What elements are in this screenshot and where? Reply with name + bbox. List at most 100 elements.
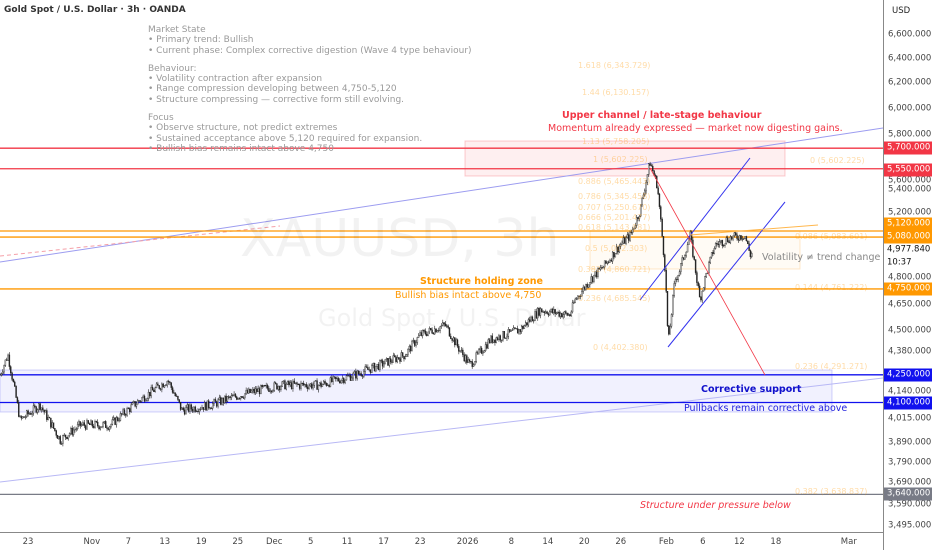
candle bbox=[725, 237, 728, 245]
candle bbox=[122, 409, 124, 415]
candle bbox=[448, 327, 451, 337]
candle bbox=[305, 384, 308, 388]
candle bbox=[502, 331, 504, 341]
candle bbox=[602, 266, 604, 269]
candle bbox=[14, 381, 16, 387]
candle bbox=[224, 395, 226, 404]
candle bbox=[539, 308, 542, 316]
candle bbox=[490, 335, 492, 344]
candle bbox=[458, 346, 460, 352]
lower-trendline bbox=[0, 377, 883, 483]
candle bbox=[523, 325, 526, 329]
candle bbox=[573, 302, 575, 304]
candle bbox=[177, 395, 179, 400]
analysis-notes: Market State • Primary trend: Bullish • … bbox=[148, 25, 472, 154]
candle bbox=[78, 421, 80, 425]
candle bbox=[16, 397, 19, 403]
candle bbox=[42, 407, 44, 411]
candle bbox=[504, 337, 507, 339]
price-axis[interactable]: USD 6,600.000 6,400.000 6,200.000 6,000.000… bbox=[883, 0, 932, 550]
x-tick-label: 23 bbox=[414, 537, 426, 547]
candle bbox=[142, 395, 144, 399]
candle bbox=[740, 235, 742, 240]
candle bbox=[273, 382, 275, 391]
candle bbox=[610, 259, 613, 262]
candle bbox=[222, 398, 225, 404]
candle bbox=[415, 342, 417, 346]
candle bbox=[554, 309, 556, 315]
currency-label[interactable]: USD bbox=[892, 6, 911, 16]
candle bbox=[661, 218, 663, 237]
candle bbox=[294, 382, 297, 384]
candle bbox=[130, 404, 132, 412]
candle bbox=[658, 193, 661, 207]
candle bbox=[123, 409, 126, 415]
candle bbox=[597, 267, 599, 277]
candle bbox=[193, 406, 195, 412]
price-chart[interactable] bbox=[0, 0, 883, 532]
pressure-note: Structure under pressure below bbox=[640, 500, 791, 511]
candle bbox=[26, 410, 28, 418]
candle bbox=[66, 437, 68, 440]
x-tick-label: 13 bbox=[159, 537, 171, 547]
candle bbox=[498, 335, 500, 341]
candle bbox=[185, 407, 187, 415]
candle bbox=[700, 296, 702, 301]
y-tick-label: 4,015.000 bbox=[888, 413, 932, 424]
candle bbox=[478, 349, 480, 354]
candle bbox=[601, 267, 603, 269]
candle bbox=[220, 397, 222, 405]
candle bbox=[72, 429, 75, 435]
candle bbox=[684, 255, 686, 260]
candle bbox=[246, 390, 249, 394]
candle bbox=[464, 355, 467, 362]
candle bbox=[158, 385, 160, 389]
candle bbox=[182, 407, 184, 411]
candle bbox=[3, 365, 5, 373]
candle bbox=[724, 243, 726, 246]
candle bbox=[90, 420, 92, 426]
candle bbox=[642, 194, 645, 199]
candle bbox=[693, 256, 695, 260]
candle bbox=[202, 407, 205, 410]
candle bbox=[729, 236, 732, 244]
candle bbox=[333, 376, 336, 378]
candle bbox=[587, 284, 590, 288]
candle bbox=[625, 237, 627, 244]
channel-upper-line bbox=[639, 157, 751, 301]
candle bbox=[595, 271, 598, 277]
candle bbox=[369, 369, 372, 373]
candle bbox=[381, 360, 384, 367]
candle bbox=[607, 261, 610, 263]
x-tick-label: 20 bbox=[578, 537, 590, 547]
candle bbox=[50, 417, 52, 428]
candle bbox=[712, 252, 714, 254]
candle bbox=[440, 325, 443, 327]
time-axis[interactable]: 23 Nov 7 13 19 25 Dec 5 11 17 23 2026 8 14 20 26 Feb 6 12 1… bbox=[0, 532, 883, 550]
candle bbox=[686, 244, 689, 253]
candle bbox=[409, 346, 412, 352]
candle bbox=[151, 387, 154, 391]
candle bbox=[30, 413, 32, 415]
candle bbox=[646, 174, 649, 183]
candle bbox=[503, 331, 506, 339]
candle bbox=[115, 417, 118, 425]
candle bbox=[736, 234, 738, 239]
note-heading: Focus bbox=[148, 113, 174, 124]
candle bbox=[614, 253, 617, 258]
candle bbox=[649, 163, 651, 166]
candle bbox=[535, 311, 538, 319]
candle bbox=[666, 291, 669, 326]
candle bbox=[629, 231, 631, 241]
candle bbox=[569, 314, 571, 317]
candle bbox=[308, 385, 310, 389]
note-heading: Market State bbox=[148, 25, 206, 35]
y-tick-label: 5,200.000 bbox=[888, 207, 932, 218]
candle bbox=[68, 433, 71, 436]
candle bbox=[422, 329, 424, 336]
candle bbox=[262, 385, 265, 388]
candle bbox=[48, 417, 51, 419]
candle bbox=[516, 328, 519, 334]
x-tick-label: 5 bbox=[308, 537, 314, 547]
candle bbox=[170, 382, 172, 388]
